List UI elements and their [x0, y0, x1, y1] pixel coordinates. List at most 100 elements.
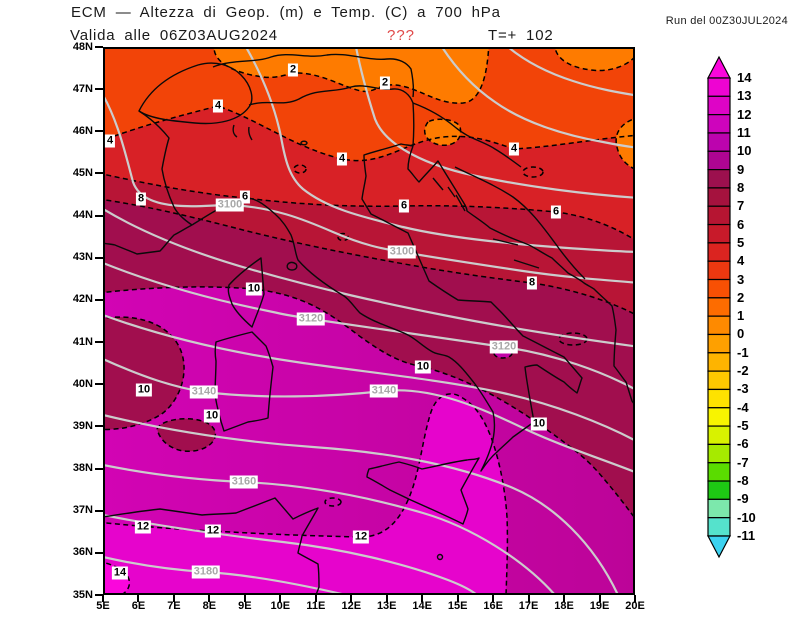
temp-contour-label: 2: [287, 63, 299, 77]
geopotential-contour-label: 3180: [191, 565, 221, 579]
colorbar-label: 9: [737, 161, 745, 177]
colorbar-label: -8: [737, 473, 749, 489]
weather-map-svg: [103, 47, 635, 595]
colorbar-boxes: [707, 77, 731, 537]
map-frame: [103, 47, 635, 595]
colorbar-label: 1: [737, 308, 745, 324]
temp-contour-label: 10: [135, 383, 153, 397]
lon-tick: [208, 595, 211, 602]
colorbar-box: [707, 315, 731, 336]
colorbar-box: [707, 498, 731, 519]
switzerland-border: [138, 62, 253, 125]
alpine-lakes: [232, 124, 253, 141]
lat-tick: [95, 425, 103, 428]
valid-time-label: Valida alle 06Z03AUG2024: [70, 27, 278, 44]
temp-contour-label: 4: [508, 142, 520, 156]
band-12-14: [103, 393, 508, 595]
lon-axis-label: 20E: [625, 600, 645, 612]
france-coast: [103, 224, 193, 255]
geopotential-contour-label: 3120: [489, 340, 519, 354]
lat-axis-label: 45N: [72, 166, 93, 179]
lat-axis-label: 48N: [72, 40, 93, 53]
lon-axis-label: 19E: [589, 600, 610, 612]
temp-contour-label: 10: [414, 360, 432, 374]
lat-tick: [95, 341, 103, 344]
lon-axis-label: 17E: [518, 600, 539, 612]
unknown-marker: ???: [387, 27, 416, 44]
colorbar-label: -6: [737, 436, 749, 452]
lon-axis-label: 11E: [306, 600, 326, 612]
lon-axis-label: 15E: [447, 600, 468, 612]
temp-contour-label: 12: [204, 524, 222, 538]
lon-axis-label: 9E: [238, 600, 252, 612]
lat-axis-label: 46N: [72, 124, 93, 137]
lon-tick: [563, 595, 566, 602]
lat-tick: [95, 383, 103, 386]
colorbar-label: 3: [737, 271, 745, 287]
colorbar: [707, 55, 731, 559]
colorbar-box: [707, 278, 731, 299]
band-2-4: [103, 47, 635, 161]
elba-island: [286, 261, 298, 271]
lon-tick: [137, 595, 140, 602]
band-0-2-b: [554, 47, 635, 71]
lon-axis-label: 12E: [341, 600, 362, 612]
lon-axis-label: 7E: [167, 600, 181, 612]
colorbar-label: 10: [737, 143, 752, 159]
colorbar-box: [707, 132, 731, 152]
africa-coast: [103, 497, 320, 595]
temp-contour-label: 10: [245, 282, 263, 296]
page-title: ECM — Altezza di Geop. (m) e Temp. (C) a…: [71, 4, 501, 21]
colorbar-label: -7: [737, 454, 749, 470]
colorbar-box: [707, 95, 731, 116]
lat-axis-label: 47N: [72, 82, 93, 95]
colorbar-box: [707, 517, 731, 537]
lon-tick: [350, 595, 353, 602]
colorbar-box: [707, 370, 731, 391]
lon-axis-label: 8E: [202, 600, 217, 612]
colorbar-label: -4: [737, 399, 749, 415]
temp-contour-label: 10: [203, 409, 221, 423]
colorbar-label: 6: [737, 216, 745, 232]
temp-contour-label: 12: [352, 530, 370, 544]
temp-contour-label: 8: [135, 192, 147, 206]
balkan-coast: [407, 145, 635, 406]
colorbar-box: [707, 352, 731, 372]
colorbar-box: [707, 260, 731, 281]
temp-contour-label: 8: [526, 276, 538, 290]
lon-axis-label: 13E: [376, 600, 397, 612]
colorbar-label: -9: [737, 491, 749, 507]
france-italy-border: [138, 110, 193, 226]
lat-tick: [95, 298, 103, 301]
lon-tick: [172, 595, 175, 602]
colorbar-top-arrow: [707, 55, 731, 79]
colorbar-box: [707, 297, 731, 317]
temp-contour-label: 4: [336, 152, 348, 166]
temp-contour-label: 14: [111, 566, 129, 580]
colorbar-box: [707, 223, 731, 244]
lon-tick: [102, 595, 104, 602]
geopotential-contour-label: 3120: [296, 312, 326, 326]
colorbar-box: [707, 407, 731, 427]
colorbar-box: [707, 388, 731, 409]
malta-island: [436, 553, 444, 561]
slovenia-border: [412, 102, 522, 168]
colorbar-label: -5: [737, 418, 749, 434]
lat-tick: [95, 130, 103, 133]
colorbar-box: [707, 425, 731, 445]
colorbar-bottom-arrow: [707, 535, 731, 559]
italy-austria-border: [248, 85, 415, 147]
colorbar-box: [707, 168, 731, 189]
lake-garda: [300, 140, 308, 146]
lon-tick: [279, 595, 282, 602]
run-label: Run del 00Z30JUL2024: [665, 15, 788, 27]
forecast-step-label: T=+ 102: [488, 27, 554, 44]
italy-coast: [191, 143, 583, 472]
lon-tick: [243, 595, 246, 602]
colorbar-label: 13: [737, 88, 752, 104]
colorbar-label: -3: [737, 381, 749, 397]
dalmatian-islands: [432, 177, 540, 269]
bosnia-border: [454, 166, 586, 280]
colorbar-box: [707, 187, 731, 207]
colorbar-box: [707, 150, 731, 171]
